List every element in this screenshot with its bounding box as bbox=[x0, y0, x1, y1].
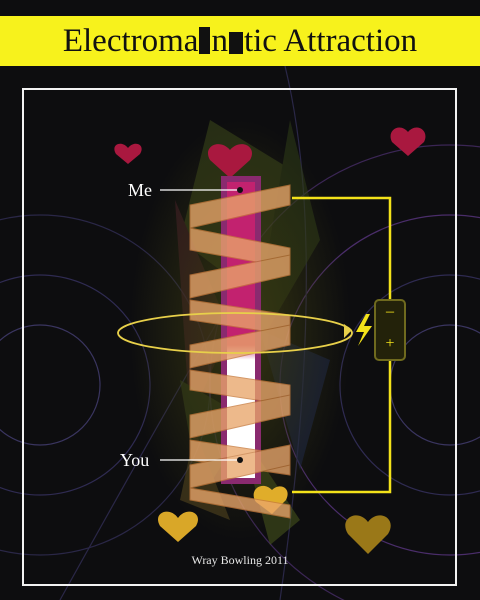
heart-gold-3 bbox=[345, 515, 391, 554]
heart-red-2 bbox=[208, 144, 252, 178]
battery-minus: – bbox=[385, 303, 395, 320]
orbit-arrow bbox=[344, 324, 352, 338]
hearts bbox=[114, 127, 426, 554]
heart-gold-1 bbox=[157, 511, 199, 542]
circuit-wires bbox=[292, 196, 392, 494]
title-cutout-2 bbox=[228, 32, 243, 54]
heart-red-3 bbox=[390, 127, 426, 156]
artist-credit: Wray Bowling 2011 bbox=[191, 553, 289, 567]
title-banner: Electroma n tic Attraction bbox=[0, 16, 480, 66]
poster-title: Electroma n tic Attraction bbox=[0, 16, 480, 66]
poster-artwork: – + Me You bbox=[0, 66, 480, 600]
heart-gold-2 bbox=[253, 485, 288, 514]
title-part-2: n bbox=[211, 23, 228, 59]
lightning-icon bbox=[356, 314, 372, 346]
rotation-orbit bbox=[117, 312, 353, 354]
title-part-1: Electroma bbox=[62, 23, 199, 59]
battery-plus: + bbox=[385, 335, 394, 352]
title-part-3: tic Attraction bbox=[243, 23, 418, 59]
heart-red-1 bbox=[114, 143, 142, 164]
label-me: Me bbox=[128, 180, 152, 200]
title-cutout-1 bbox=[199, 27, 211, 54]
coil bbox=[189, 184, 291, 519]
poster-frame bbox=[22, 88, 457, 586]
label-you-dot bbox=[237, 457, 243, 463]
label-me-dot bbox=[237, 187, 243, 193]
battery bbox=[374, 299, 406, 361]
label-you: You bbox=[120, 450, 149, 470]
magnet-bar bbox=[227, 182, 255, 478]
